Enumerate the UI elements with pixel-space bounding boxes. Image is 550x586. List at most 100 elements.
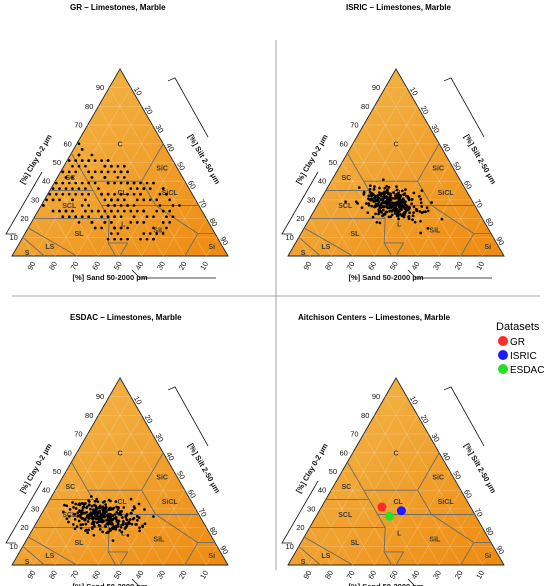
data-point bbox=[119, 170, 123, 174]
data-point bbox=[106, 170, 110, 174]
data-point bbox=[103, 176, 107, 179]
data-point bbox=[390, 196, 394, 200]
data-point bbox=[121, 523, 125, 527]
tick-label-sand: 90 bbox=[301, 260, 313, 272]
tick-label-clay: 80 bbox=[85, 411, 93, 420]
data-point bbox=[398, 207, 402, 211]
data-point bbox=[96, 511, 100, 514]
data-point bbox=[87, 204, 91, 207]
tick-label-sand: 80 bbox=[47, 260, 59, 272]
data-point bbox=[145, 237, 149, 241]
tick-label-silt: 50 bbox=[175, 160, 187, 172]
data-point bbox=[103, 164, 107, 168]
data-point bbox=[403, 203, 407, 207]
data-point bbox=[79, 523, 83, 527]
data-point bbox=[119, 226, 123, 230]
arrow-sand bbox=[131, 578, 140, 586]
data-point bbox=[407, 214, 411, 218]
class-label-sic: SiC bbox=[156, 166, 168, 173]
data-point bbox=[65, 517, 69, 520]
data-point bbox=[107, 498, 111, 502]
grid-line bbox=[482, 237, 494, 257]
arrow-sand bbox=[131, 269, 216, 279]
data-point bbox=[87, 181, 91, 185]
data-point bbox=[440, 217, 444, 221]
tick-label-sand: 60 bbox=[90, 260, 102, 272]
tick-label-silt: 40 bbox=[440, 451, 452, 463]
data-point bbox=[58, 198, 61, 202]
data-point bbox=[383, 186, 387, 190]
data-point bbox=[419, 197, 423, 201]
axis-label-sand: [%] Sand 50-2000 μm bbox=[72, 582, 147, 586]
data-point bbox=[71, 209, 74, 213]
data-point bbox=[381, 178, 385, 182]
data-point bbox=[93, 159, 97, 162]
class-boundary bbox=[71, 461, 88, 491]
data-point bbox=[115, 510, 119, 514]
data-point bbox=[420, 189, 424, 192]
tick-label-silt: 70 bbox=[473, 507, 485, 519]
data-point bbox=[72, 523, 75, 526]
data-point bbox=[84, 164, 87, 168]
class-boundary bbox=[347, 461, 364, 491]
data-point bbox=[152, 515, 155, 518]
data-point bbox=[392, 191, 395, 194]
data-point bbox=[113, 513, 117, 516]
tick-label-silt: 50 bbox=[451, 469, 463, 481]
data-point bbox=[142, 220, 146, 224]
data-point bbox=[117, 519, 121, 523]
class-label-s: S bbox=[25, 250, 30, 257]
data-point bbox=[368, 188, 372, 191]
data-point bbox=[85, 528, 88, 532]
center-point-esdac bbox=[385, 511, 395, 521]
data-point bbox=[420, 205, 424, 208]
tick-label-clay: 80 bbox=[361, 102, 369, 111]
data-point bbox=[394, 196, 398, 200]
data-point bbox=[87, 170, 91, 174]
data-point bbox=[143, 522, 147, 526]
tick-label-sand: 60 bbox=[90, 569, 102, 581]
data-point bbox=[168, 198, 172, 202]
data-point bbox=[100, 192, 103, 196]
data-point bbox=[388, 206, 392, 210]
data-point bbox=[130, 522, 134, 526]
data-point bbox=[90, 522, 94, 525]
arrow-sand bbox=[407, 578, 416, 586]
data-point bbox=[377, 196, 381, 200]
data-point bbox=[393, 204, 397, 208]
data-point bbox=[379, 206, 383, 210]
panel-title: ISRIC – Limestones, Marble bbox=[346, 3, 451, 12]
data-point bbox=[105, 514, 109, 518]
data-point bbox=[110, 209, 113, 213]
tick-label-clay: 90 bbox=[372, 83, 380, 92]
data-point bbox=[390, 209, 394, 213]
data-point bbox=[91, 508, 95, 512]
axis-label-silt: [%] Silt 2-50 μm bbox=[462, 442, 498, 495]
data-point bbox=[168, 209, 172, 213]
legend-label-isric: ISRIC bbox=[510, 351, 537, 362]
tick-label-sand: 30 bbox=[155, 569, 167, 581]
axis-label-silt: [%] Silt 2-50 μm bbox=[462, 133, 498, 186]
data-point bbox=[418, 210, 422, 213]
class-boundary bbox=[460, 233, 475, 257]
center-point-isric bbox=[396, 506, 406, 516]
data-point bbox=[90, 504, 94, 508]
grid-line bbox=[438, 508, 472, 566]
tick-label-silt: 60 bbox=[186, 179, 198, 191]
data-point bbox=[408, 211, 411, 215]
data-point bbox=[371, 215, 375, 219]
data-point bbox=[396, 210, 400, 214]
tick-label-silt: 20 bbox=[143, 413, 155, 425]
data-point bbox=[84, 209, 87, 213]
grid-line bbox=[384, 396, 483, 566]
grid-line bbox=[352, 124, 429, 257]
data-point bbox=[58, 187, 61, 191]
data-point bbox=[92, 533, 96, 537]
data-point bbox=[152, 181, 155, 185]
data-point bbox=[161, 220, 165, 224]
data-point bbox=[386, 191, 390, 195]
class-label-s: S bbox=[301, 559, 306, 566]
tick-label-silt: 30 bbox=[430, 432, 442, 444]
data-point bbox=[74, 502, 78, 506]
data-point bbox=[385, 195, 388, 199]
